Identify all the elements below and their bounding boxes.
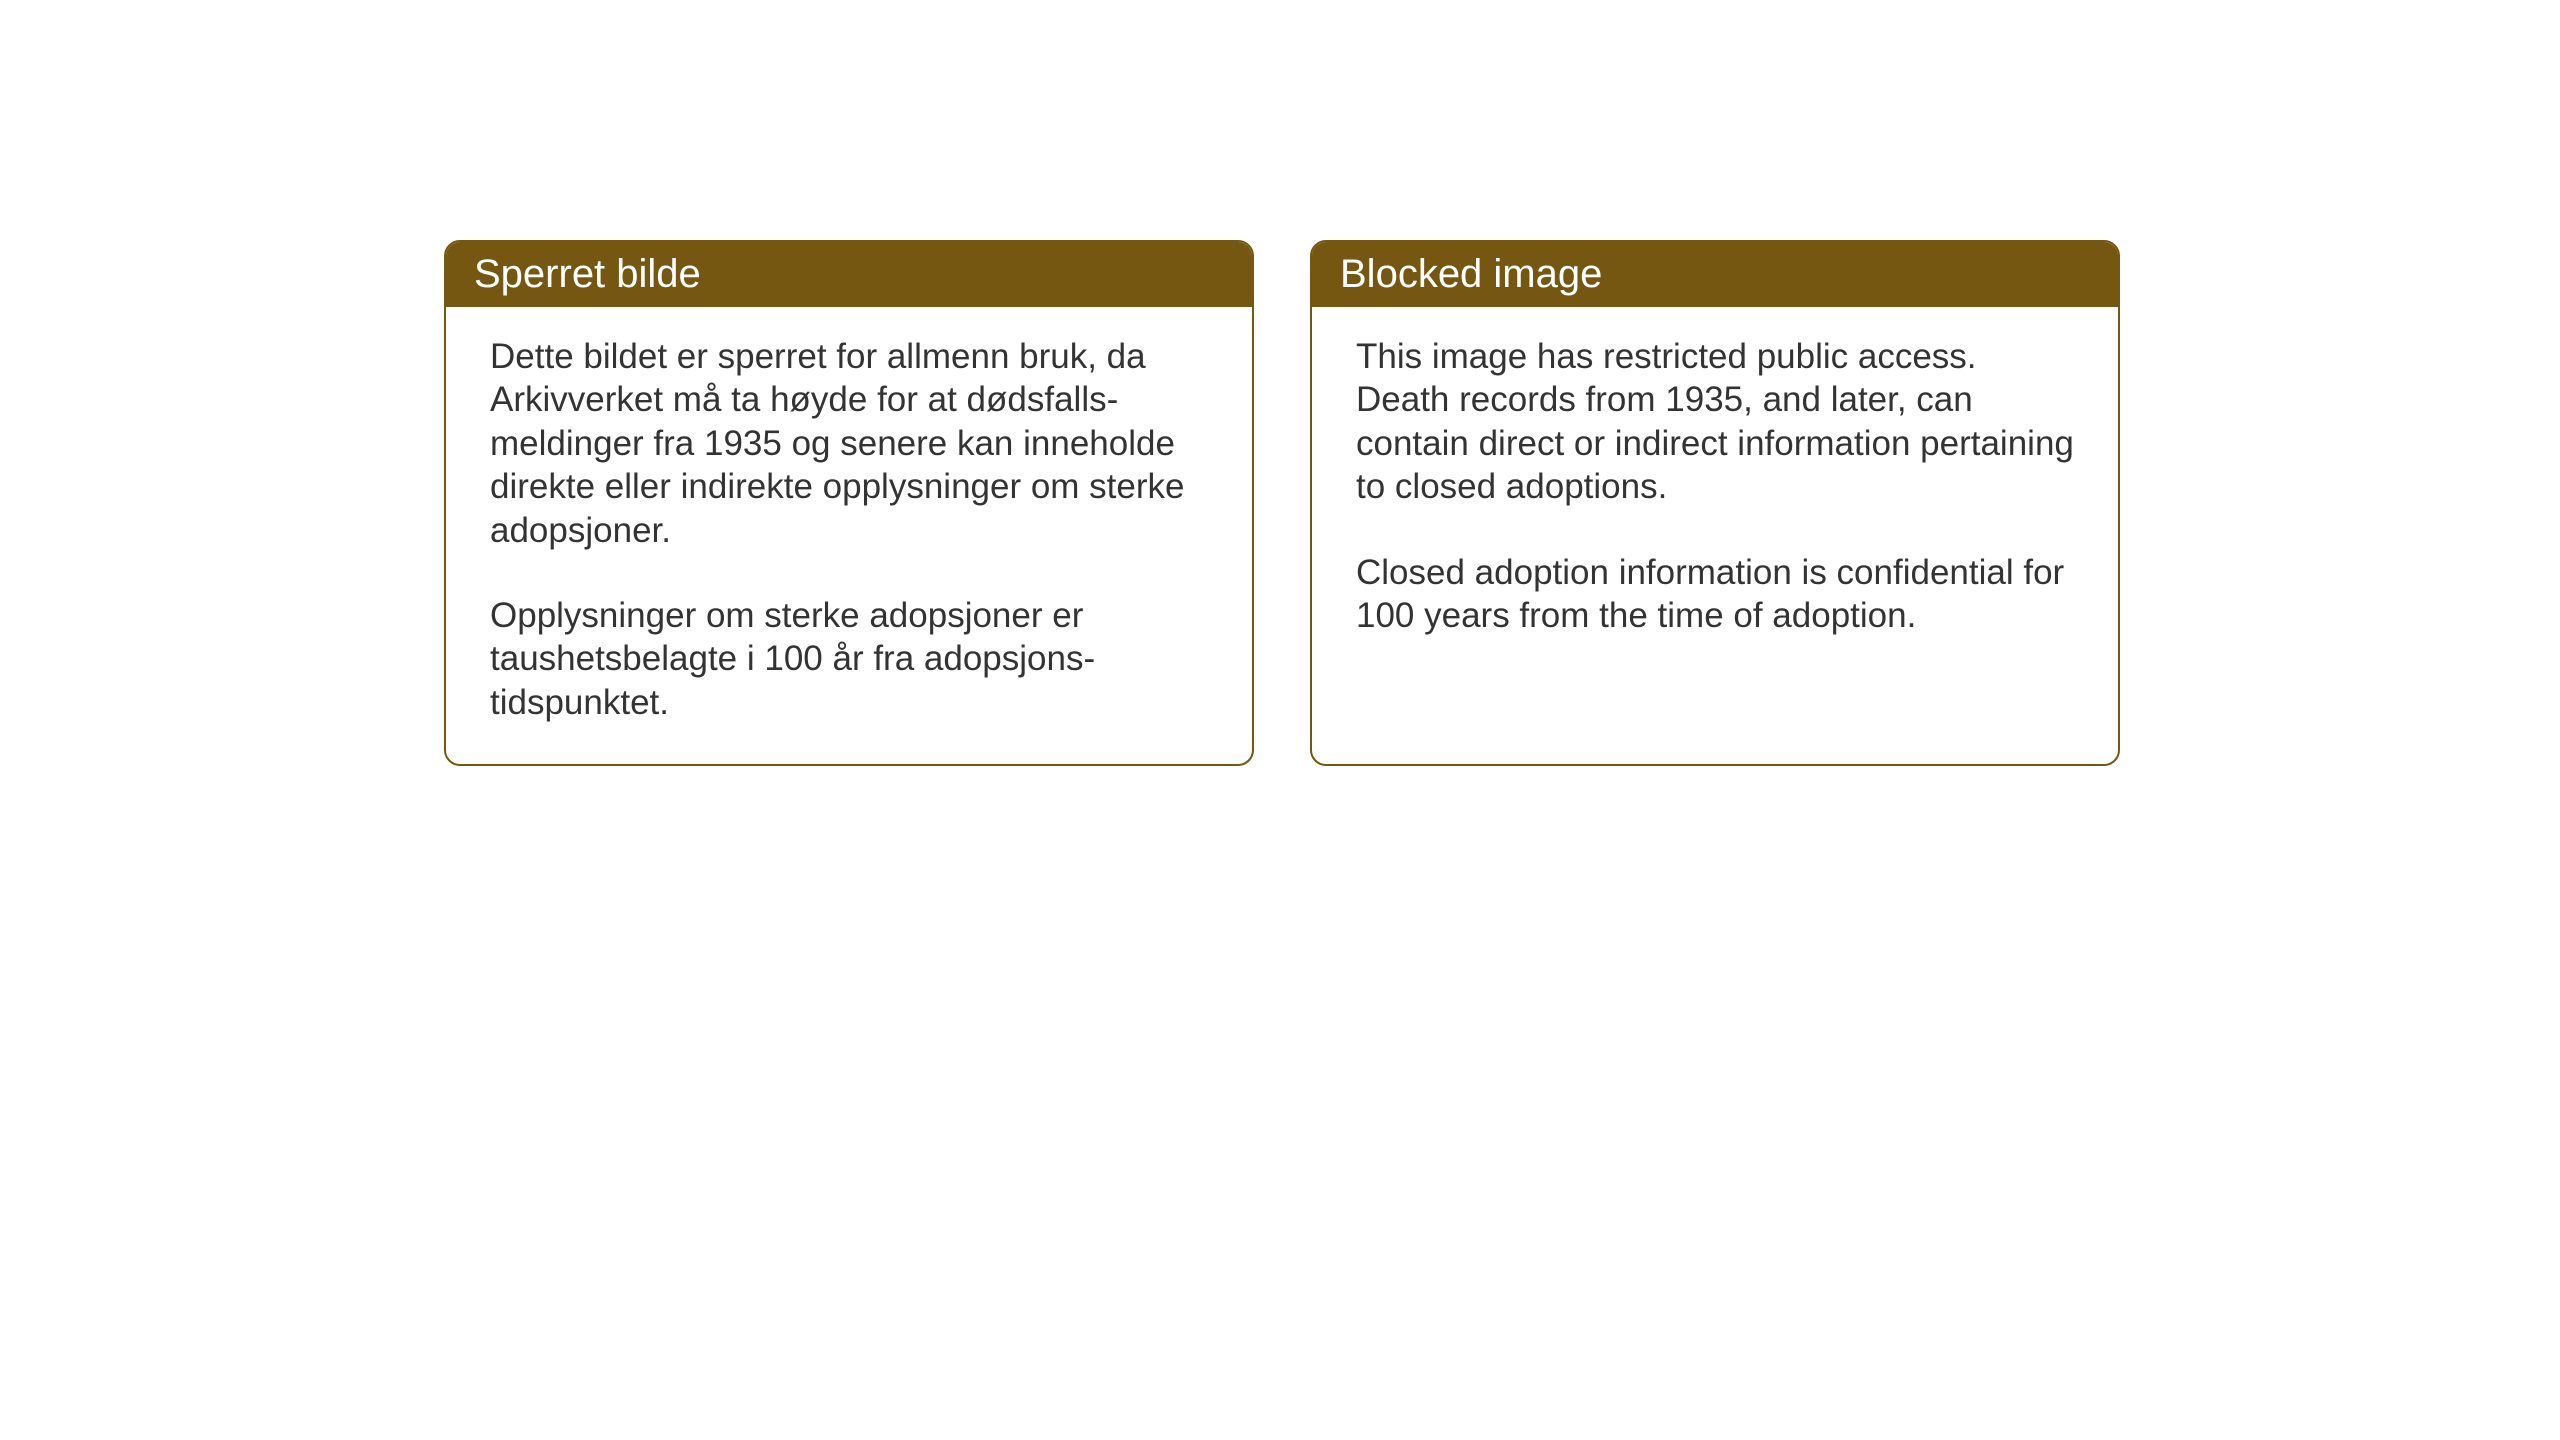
card-norwegian-header: Sperret bilde xyxy=(446,242,1252,307)
card-norwegian: Sperret bilde Dette bildet er sperret fo… xyxy=(444,240,1254,766)
card-english-header: Blocked image xyxy=(1312,242,2118,307)
card-norwegian-paragraph-2: Opplysninger om sterke adopsjoner er tau… xyxy=(490,594,1208,724)
card-english: Blocked image This image has restricted … xyxy=(1310,240,2120,766)
card-english-title: Blocked image xyxy=(1340,252,1602,296)
card-norwegian-title: Sperret bilde xyxy=(474,252,701,296)
cards-container: Sperret bilde Dette bildet er sperret fo… xyxy=(444,240,2120,766)
card-english-body: This image has restricted public access.… xyxy=(1312,307,2118,747)
card-english-paragraph-1: This image has restricted public access.… xyxy=(1356,335,2074,509)
card-norwegian-paragraph-1: Dette bildet er sperret for allmenn bruk… xyxy=(490,335,1208,552)
card-norwegian-body: Dette bildet er sperret for allmenn bruk… xyxy=(446,307,1252,764)
card-english-paragraph-2: Closed adoption information is confident… xyxy=(1356,551,2074,638)
